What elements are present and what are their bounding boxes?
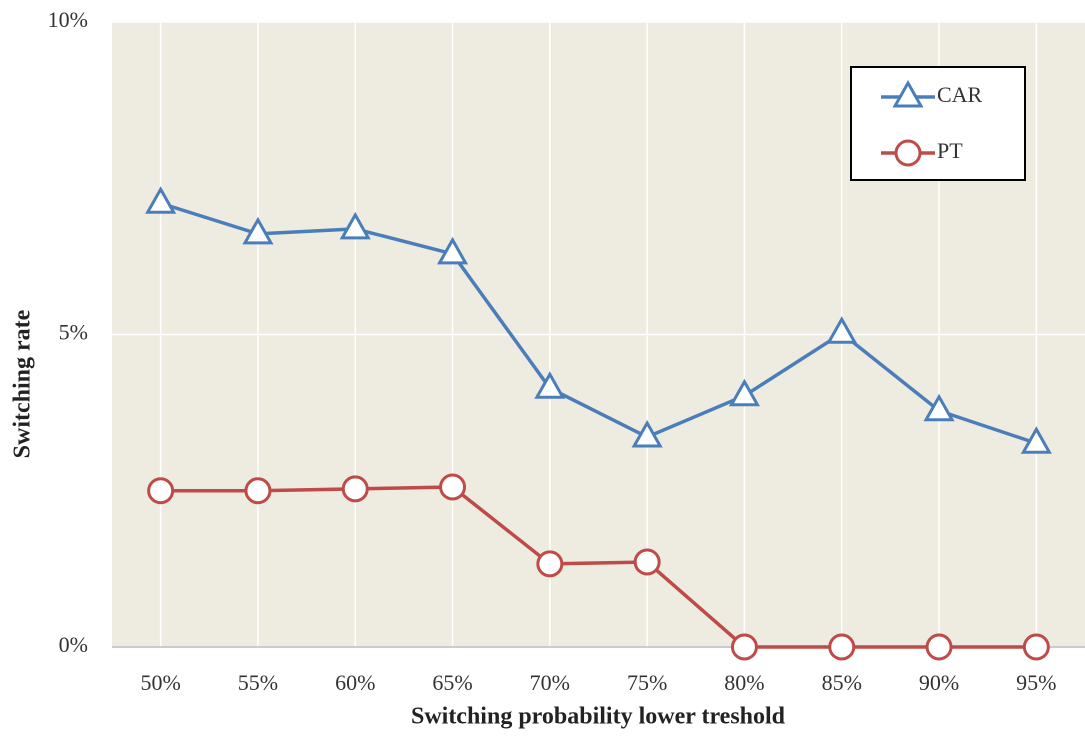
x-tick-label: 55%: [238, 670, 278, 695]
y-tick-label: 5%: [59, 320, 88, 345]
x-tick-label: 50%: [140, 670, 180, 695]
y-tick-label: 10%: [48, 7, 88, 32]
x-tick-label: 60%: [335, 670, 375, 695]
marker: [1020, 426, 1052, 454]
marker: [631, 419, 663, 448]
x-tick-label: 90%: [919, 670, 959, 695]
x-tick-label: 75%: [627, 670, 667, 695]
legend-label: CAR: [937, 82, 983, 107]
marker: [534, 371, 566, 399]
marker: [828, 633, 856, 661]
marker: [633, 548, 661, 576]
legend-marker: [894, 139, 922, 167]
marker: [244, 477, 272, 505]
series-line: [160, 485, 1037, 649]
series-line: [160, 201, 1037, 445]
marker: [147, 477, 175, 505]
legend-box: [850, 66, 1026, 181]
marker: [925, 633, 953, 661]
x-tick-label: 85%: [822, 670, 862, 695]
x-tick-label: 80%: [724, 670, 764, 695]
marker: [436, 236, 469, 265]
marker: [339, 211, 371, 240]
legend-marker: [892, 79, 924, 108]
marker: [439, 473, 467, 501]
legend: CAR PT: [850, 66, 1026, 181]
marker: [1022, 633, 1050, 661]
marker: [730, 633, 758, 661]
marker: [536, 550, 564, 578]
x-tick-label: 70%: [530, 670, 570, 695]
x-tick-label: 95%: [1016, 670, 1056, 695]
marker: [242, 216, 274, 245]
x-axis-title: Switching probability lower treshold: [411, 704, 786, 730]
y-axis-title: Switching rate: [10, 309, 36, 458]
y-tick-label: 0%: [59, 632, 88, 657]
marker: [145, 186, 177, 214]
marker: [341, 475, 369, 503]
marker: [923, 393, 955, 422]
x-tick-label: 65%: [432, 670, 472, 695]
marker: [728, 378, 761, 407]
legend-label: PT: [937, 138, 963, 163]
marker: [826, 316, 858, 344]
